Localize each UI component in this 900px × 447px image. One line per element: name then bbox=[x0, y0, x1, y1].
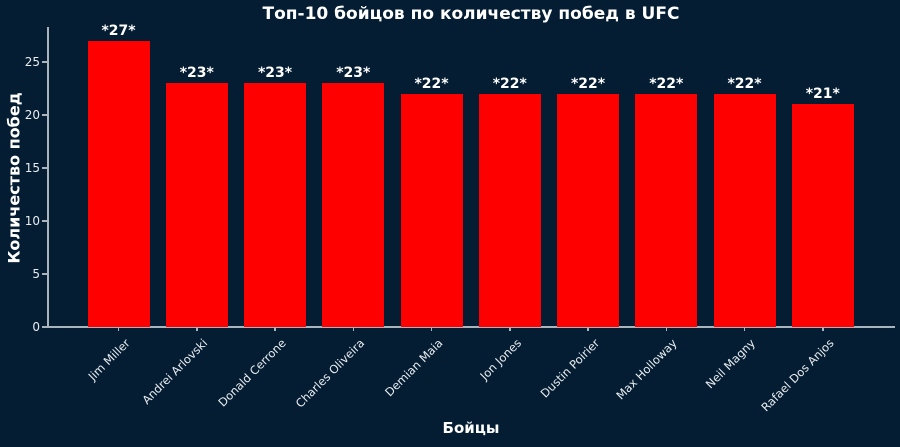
bar-value-label: *22* bbox=[414, 75, 449, 92]
x-tick-mark bbox=[196, 327, 198, 331]
bar bbox=[791, 104, 854, 327]
y-tick-label: 10 bbox=[24, 213, 40, 228]
y-tick-mark bbox=[42, 273, 47, 275]
x-tick-mark bbox=[117, 327, 120, 331]
x-tick-label: Dustin Poirier bbox=[537, 336, 602, 401]
x-tick-label: Demian Maia bbox=[382, 336, 446, 400]
x-axis-label: Бойцы bbox=[442, 419, 500, 437]
bar-value-label: *22* bbox=[727, 75, 762, 92]
x-axis-line bbox=[47, 326, 895, 328]
bar bbox=[244, 83, 306, 327]
y-axis-line bbox=[47, 27, 49, 328]
bar-value-label: *21* bbox=[805, 86, 840, 103]
x-tick-mark bbox=[352, 327, 354, 331]
bar bbox=[557, 93, 619, 327]
y-tick-label: 0 bbox=[32, 320, 40, 334]
y-tick-label: 25 bbox=[24, 54, 40, 69]
bar-value-label: *22* bbox=[649, 75, 684, 92]
bar bbox=[713, 93, 776, 327]
bar bbox=[322, 83, 385, 327]
x-tick-label: Neil Magny bbox=[703, 336, 759, 392]
bar bbox=[165, 83, 228, 327]
bar-value-label: *23* bbox=[179, 65, 214, 82]
y-tick-mark bbox=[42, 326, 47, 328]
x-tick-mark bbox=[822, 327, 824, 331]
y-tick-mark bbox=[42, 114, 47, 116]
bar-value-label: *23* bbox=[257, 65, 293, 82]
y-tick-mark bbox=[42, 167, 47, 169]
x-tick-mark bbox=[274, 327, 276, 331]
y-tick-mark bbox=[42, 220, 47, 222]
y-tick-label: 5 bbox=[32, 266, 40, 281]
y-tick-label: 20 bbox=[24, 107, 40, 122]
x-tick-label: Jon Jones bbox=[476, 336, 524, 383]
x-tick-label: Jim Miller bbox=[85, 336, 133, 384]
x-tick-label: Max Holloway bbox=[613, 336, 681, 403]
y-tick-label: 15 bbox=[24, 160, 40, 175]
x-tick-mark bbox=[430, 327, 433, 331]
x-tick-mark bbox=[509, 327, 511, 331]
bar-value-label: *27* bbox=[101, 22, 136, 39]
bar-value-label: *22* bbox=[492, 75, 527, 92]
x-tick-mark bbox=[665, 327, 667, 331]
x-tick-label: Andrei Arlovski bbox=[139, 336, 211, 407]
x-tick-label: Charles Oliveira bbox=[292, 336, 368, 411]
bar-value-label: *23* bbox=[336, 65, 371, 82]
chart-title: Топ-10 бойцов по количеству побед в UFC bbox=[262, 4, 680, 24]
x-tick-label: Donald Cerrone bbox=[215, 336, 289, 410]
plot-area: 0 5 10 15 20 25 *27* Jim Miller *23* Andrei Arlov… bbox=[25, 23, 895, 414]
y-tick-mark bbox=[42, 61, 47, 63]
x-tick-label: Rafael Dos Anjos bbox=[758, 336, 837, 415]
x-tick-mark bbox=[743, 327, 746, 331]
bar-value-label: *22* bbox=[570, 75, 606, 92]
bar bbox=[635, 93, 698, 327]
bar bbox=[400, 93, 463, 327]
x-tick-mark bbox=[587, 327, 589, 331]
bar bbox=[87, 40, 150, 327]
bar bbox=[478, 93, 541, 327]
